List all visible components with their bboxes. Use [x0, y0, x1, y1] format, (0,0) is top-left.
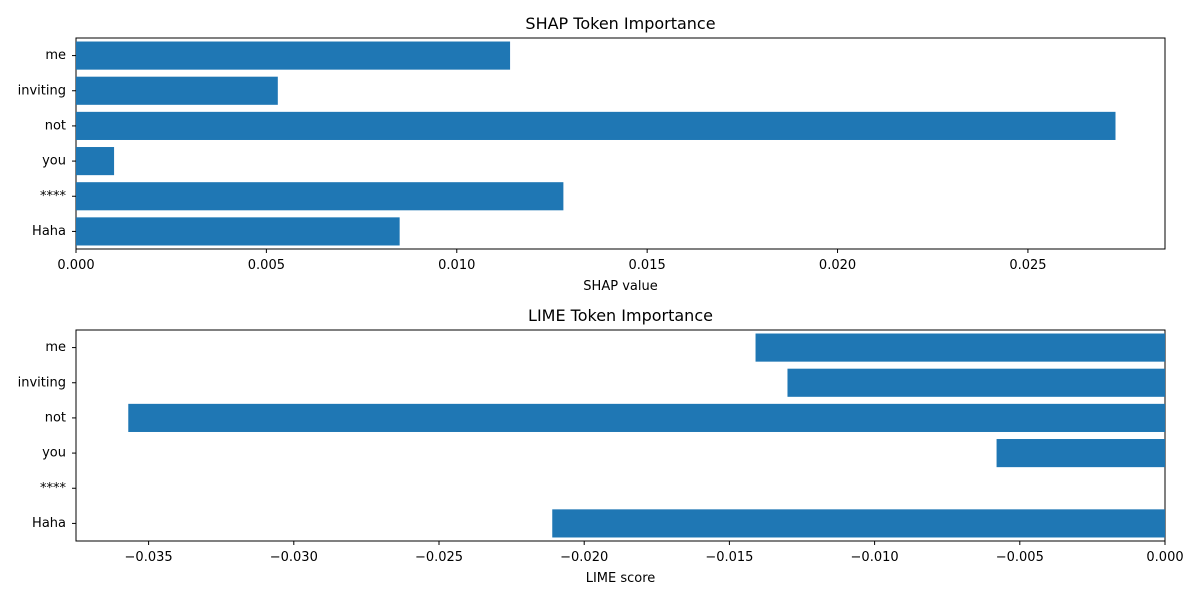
lime-chart-panel: LIME Token Importance me inviting not you **… [18, 306, 1184, 586]
shap-bar-5 [76, 217, 400, 246]
lime-y-tick-label-5: Haha [32, 516, 66, 531]
lime-bar-2 [128, 403, 1166, 432]
lime-x-tick-label-6: −0.005 [996, 550, 1044, 565]
shap-bar-4 [76, 182, 564, 211]
shap-bar-2 [76, 111, 1116, 140]
shap-x-axis-label: SHAP value [583, 279, 657, 294]
lime-x-tick-label-1: −0.030 [270, 550, 318, 565]
shap-bar-3 [76, 147, 115, 176]
shap-y-ticks: me inviting not you **** Haha [18, 48, 76, 239]
shap-x-tick-label-2: 0.010 [438, 258, 475, 273]
shap-y-tick-label-0: me [45, 48, 66, 63]
lime-y-tick-label-2: not [45, 410, 66, 425]
lime-x-tick-label-3: −0.020 [560, 550, 608, 565]
lime-bar-5 [552, 509, 1165, 538]
lime-plot-area [75, 329, 1166, 542]
shap-y-tick-label-1: inviting [18, 83, 66, 98]
shap-bar-1 [76, 76, 278, 105]
shap-bars [76, 41, 1116, 246]
shap-x-tick-label-0: 0.000 [57, 258, 94, 273]
lime-bars [128, 333, 1166, 538]
lime-x-tick-label-2: −0.025 [415, 550, 463, 565]
shap-y-tick-label-3: you [42, 154, 66, 169]
lime-x-tick-label-7: 0.000 [1146, 550, 1183, 565]
shap-plot-area [75, 37, 1166, 250]
lime-x-tick-label-0: −0.035 [125, 550, 173, 565]
shap-x-ticks: 0.000 0.005 0.010 0.015 0.020 0.025 [57, 249, 1047, 273]
lime-x-tick-label-5: −0.010 [851, 550, 899, 565]
shap-y-tick-label-4: **** [40, 189, 67, 204]
shap-x-tick-label-3: 0.015 [629, 258, 666, 273]
lime-chart-title: LIME Token Importance [528, 306, 713, 325]
shap-chart-title: SHAP Token Importance [525, 14, 715, 33]
lime-bar-0 [755, 333, 1165, 362]
lime-x-axis-label: LIME score [586, 571, 656, 586]
lime-y-tick-label-0: me [45, 340, 66, 355]
shap-y-tick-label-2: not [45, 118, 66, 133]
lime-y-ticks: me inviting not you **** Haha [18, 340, 76, 531]
lime-y-tick-label-3: you [42, 446, 66, 461]
lime-x-ticks: −0.035 −0.030 −0.025 −0.020 −0.015 −0.010 −0.0… [125, 541, 1184, 565]
shap-x-tick-label-5: 0.025 [1009, 258, 1046, 273]
lime-bar-1 [787, 368, 1165, 397]
lime-x-tick-label-4: −0.015 [705, 550, 753, 565]
shap-x-tick-label-4: 0.020 [819, 258, 856, 273]
lime-bar-3 [996, 439, 1165, 468]
lime-y-tick-label-1: inviting [18, 375, 66, 390]
shap-bar-0 [76, 41, 511, 70]
shap-x-tick-label-1: 0.005 [248, 258, 285, 273]
shap-chart-panel: SHAP Token Importance me inviting not you **… [18, 14, 1166, 294]
shap-y-tick-label-5: Haha [32, 224, 66, 239]
lime-y-tick-label-4: **** [40, 481, 67, 496]
